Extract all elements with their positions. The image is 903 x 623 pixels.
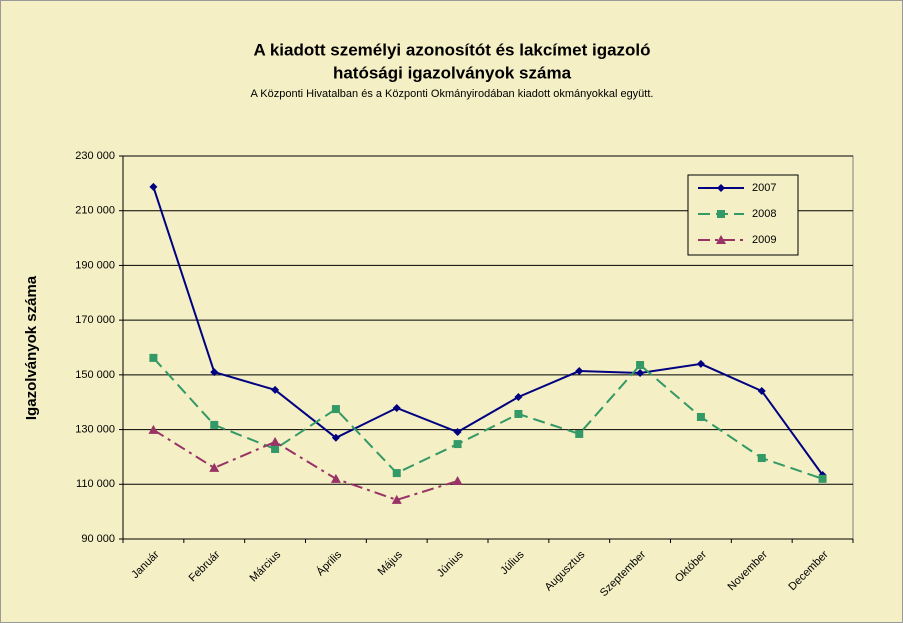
data-point <box>271 385 280 394</box>
y-tick-label: 170 000 <box>75 314 115 326</box>
y-axis-label: Igazolványok száma <box>23 275 40 420</box>
series-line <box>152 428 458 501</box>
x-tick-label: November <box>726 548 771 593</box>
x-tick-label: Április <box>314 548 345 579</box>
y-tick-label: 130 000 <box>75 423 115 435</box>
y-tick-label: 110 000 <box>76 478 115 490</box>
data-point <box>392 469 401 478</box>
data-point <box>696 359 705 368</box>
data-point <box>453 428 462 437</box>
y-tick-label: 210 000 <box>75 205 115 217</box>
chart-title: A kiadott személyi azonosítót és lakcíme… <box>253 40 650 59</box>
x-tick-label: December <box>786 548 831 593</box>
y-tick-label: 150 000 <box>75 369 115 381</box>
legend-marker <box>717 210 725 218</box>
x-tick-label: Szeptember <box>598 548 649 599</box>
legend-label: 2009 <box>752 234 776 246</box>
data-point <box>696 412 705 421</box>
data-point <box>209 462 220 472</box>
series-line <box>152 186 824 476</box>
data-point <box>636 361 645 370</box>
y-tick-label: 190 000 <box>75 259 115 271</box>
data-point <box>330 473 341 483</box>
data-point <box>149 353 158 362</box>
data-point <box>148 424 159 434</box>
data-point <box>452 476 463 486</box>
x-tick-label: Június <box>435 548 466 579</box>
data-point <box>331 433 340 442</box>
data-point <box>514 393 523 402</box>
data-point <box>392 403 401 412</box>
x-tick-label: Október <box>673 548 709 584</box>
data-point <box>453 440 462 449</box>
chart-title: hatósági igazolványok száma <box>333 63 572 82</box>
data-point <box>331 405 340 414</box>
data-point <box>575 429 584 438</box>
data-point <box>391 494 402 504</box>
data-point <box>636 368 645 377</box>
legend-label: 2008 <box>752 208 776 220</box>
x-tick-label: Július <box>498 548 527 577</box>
data-point <box>271 444 280 453</box>
data-point <box>270 436 281 446</box>
data-point <box>575 367 584 376</box>
legend-label: 2007 <box>752 182 776 194</box>
x-tick-label: Március <box>248 548 284 584</box>
series-line <box>152 357 823 480</box>
data-point <box>210 368 219 377</box>
data-point <box>210 420 219 429</box>
legend-marker <box>717 184 725 192</box>
x-tick-label: Május <box>376 548 406 578</box>
chart-subtitle: A Központi Hivatalban és a Központi Okmá… <box>251 88 654 100</box>
data-point <box>514 409 523 418</box>
y-tick-label: 90 000 <box>81 533 115 545</box>
x-tick-label: Január <box>129 548 162 581</box>
y-tick-label: 230 000 <box>75 150 115 162</box>
x-tick-label: Augusztus <box>543 548 588 593</box>
data-point <box>149 182 158 191</box>
data-point <box>818 474 827 483</box>
legend-marker <box>716 235 726 244</box>
data-point <box>757 454 766 463</box>
x-tick-label: Február <box>187 548 223 584</box>
data-point <box>757 386 766 395</box>
